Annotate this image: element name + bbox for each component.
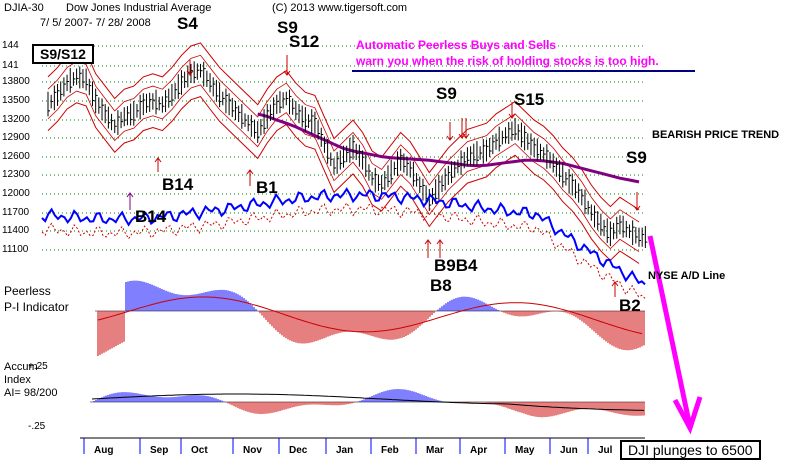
signal-label: S12 <box>289 32 320 51</box>
signal-arrow-head <box>186 70 194 76</box>
accum-index-histogram <box>90 389 645 418</box>
signal-label: S15 <box>514 90 545 109</box>
signal-arrow-head <box>446 135 454 141</box>
y-tick-label: 13500 <box>2 95 30 106</box>
y-tick-label: 12900 <box>2 132 30 143</box>
signal-arrow-head <box>436 239 444 245</box>
pi-label-line2: P-I Indicator <box>4 300 69 314</box>
month-label: Oct <box>191 445 208 456</box>
y-tick-label: 12600 <box>2 151 30 162</box>
accum-label-line3: AI= 98/200 <box>4 387 58 399</box>
month-label: Mar <box>426 445 444 456</box>
signal-label: B9B4 <box>434 256 478 275</box>
plunge-arrow-head <box>672 396 703 435</box>
price-bands <box>47 42 640 264</box>
y-tick-label: 12300 <box>2 169 30 180</box>
signal-label: S9 <box>436 84 457 103</box>
ad-line <box>41 187 646 299</box>
month-label: Dec <box>289 445 308 456</box>
signal-arrow-head <box>611 281 619 287</box>
signal-arrow-head <box>126 192 134 198</box>
chart-index-name: Dow Jones Industrial Average <box>66 2 212 14</box>
ad-line-path <box>41 187 646 286</box>
lower-band <box>47 96 640 264</box>
inner-lower-band <box>47 84 640 253</box>
signal-box: S9/S12 <box>32 44 94 64</box>
pi-label-line1: Peerless <box>4 284 51 298</box>
trend-label: BEARISH PRICE TREND <box>652 129 780 141</box>
y-tick-label: 11700 <box>2 207 30 218</box>
price-grid <box>42 45 645 251</box>
y-tick-label: 12000 <box>2 188 30 199</box>
signal-arrow-head <box>283 70 291 76</box>
month-axis: Aug Sep Oct Nov Dec Jan Feb Mar Apr May Jun Jul <box>80 437 645 456</box>
month-label: Apr <box>470 445 487 456</box>
month-label: Feb <box>381 445 399 456</box>
note-line-2: warn you when the risk of holding stocks… <box>356 54 659 68</box>
y-tick-label: 13800 <box>2 76 30 87</box>
chart-symbol: DJIA-30 <box>4 2 44 14</box>
month-label: Jan <box>336 445 353 456</box>
signal-label: B1 <box>256 178 278 197</box>
ad-line-ma <box>41 202 646 299</box>
y-tick-label: 11100 <box>2 244 29 255</box>
plunge-arrow-shaft <box>647 235 692 423</box>
signal-arrow-head <box>246 169 254 175</box>
y-tick-label: 11400 <box>2 225 30 236</box>
signal-label: S9 <box>277 18 298 37</box>
y-tick-label: 141 <box>2 60 19 71</box>
month-label: Jul <box>598 445 613 456</box>
month-label: May <box>515 445 535 456</box>
inner-upper-band <box>47 54 640 223</box>
pi-ma-line <box>97 296 643 335</box>
signal-label: B2 <box>619 296 641 315</box>
signal-label: B8 <box>430 276 452 295</box>
chart-date-range: 7/ 5/ 2007- 7/ 28/ 2008 <box>40 17 151 29</box>
upper-band <box>47 42 640 211</box>
month-label: Nov <box>243 445 262 456</box>
signal-arrow-head <box>154 157 162 163</box>
plunge-label: DJI plunges to 6500 <box>620 440 761 460</box>
chart-copyright: (C) 2013 www.tigersoft.com <box>272 2 408 14</box>
pi-indicator-histogram <box>95 280 645 356</box>
signal-arrow-head <box>424 239 432 245</box>
signal-arrows <box>126 55 695 297</box>
y-tick-label: 144 <box>2 40 19 51</box>
pi-tick-label: +.25 <box>28 361 48 372</box>
plunge-arrow <box>647 235 703 435</box>
signal-label: B14 <box>135 207 167 226</box>
accum-ma-line <box>91 393 645 411</box>
signal-arrow-head <box>633 205 641 211</box>
accum-label-line1: Accum <box>4 361 38 373</box>
ad-line-label: NYSE A/D Line <box>648 270 726 282</box>
y-tick-label: 13200 <box>2 114 30 125</box>
price-bars <box>47 61 648 248</box>
signal-arrow-head <box>462 133 470 139</box>
month-label: Aug <box>94 445 113 456</box>
signal-arrow-head <box>508 113 516 119</box>
month-label: Sep <box>150 445 168 456</box>
signal-label: S4 <box>177 14 198 33</box>
signal-label: S9 <box>626 148 647 167</box>
signal-label: B14 <box>162 175 194 194</box>
ma-line-long <box>333 142 640 184</box>
accum-tick-label: -.25 <box>28 421 46 432</box>
month-label: Jun <box>560 445 578 456</box>
note-line-1: Automatic Peerless Buys and Sells <box>356 38 557 52</box>
accum-label-line2: Index <box>4 374 31 386</box>
